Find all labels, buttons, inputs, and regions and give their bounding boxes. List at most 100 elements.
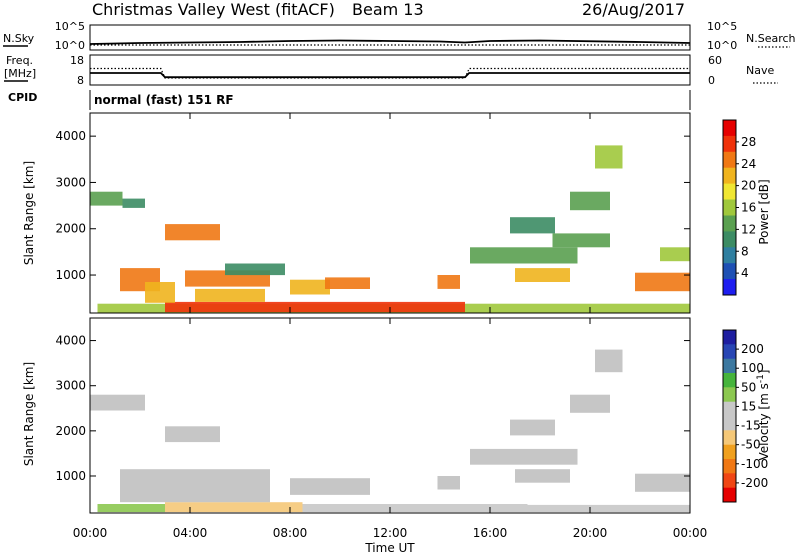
power-patch	[635, 272, 690, 292]
velocity-patch	[120, 469, 270, 503]
velocity-colorbar-tick-label: 50	[741, 380, 756, 394]
x-tick-label: 00:00	[73, 526, 108, 540]
x-tick-label: 04:00	[173, 526, 208, 540]
power-patch	[90, 191, 123, 206]
freq-panel-frame	[89, 54, 691, 86]
power-y-axis: 1000 2000 3000 4000	[55, 129, 690, 282]
power-patch	[515, 268, 570, 282]
velocity-colorbar-frame	[722, 329, 737, 503]
velocity-patch	[165, 426, 220, 443]
nsky-label: N.Sky	[3, 32, 35, 45]
noise-right-tick-top: 10^5	[707, 20, 737, 33]
x-tick-label: 00:00	[673, 526, 708, 540]
freq-line	[90, 72, 690, 79]
nave-line	[90, 67, 690, 79]
date-title: 26/Aug/2017	[582, 0, 685, 19]
nave-tick-top: 60	[708, 54, 722, 67]
velocity-colorbar-label: Velocity [m s-1]	[756, 370, 771, 461]
velocity-patch	[427, 504, 528, 513]
velocity-patch	[165, 502, 303, 513]
velocity-patch	[595, 349, 623, 373]
power-colorbar-tick-label: 16	[741, 201, 756, 215]
velocity-colorbar-swatch	[723, 487, 736, 503]
power-colorbar-swatch	[723, 183, 736, 200]
velocity-y-tick-label: 2000	[55, 424, 86, 438]
velocity-patch	[527, 504, 690, 513]
x-axis-label: Time UT	[364, 541, 415, 554]
power-patch	[145, 282, 175, 303]
velocity-colorbar-tick-label: -50	[741, 438, 761, 452]
power-patch	[195, 288, 265, 302]
power-colorbar-tick-label: 8	[741, 244, 749, 258]
velocity-colorbar-swatch	[723, 459, 736, 474]
freq-tick-bottom: 8	[77, 74, 84, 87]
power-colorbar: 28 24 20 16 12 8 4	[722, 119, 756, 296]
power-patch	[122, 198, 145, 208]
noise-panel-frame	[89, 24, 691, 51]
power-y-tick-label: 4000	[55, 129, 86, 143]
power-colorbar-swatch	[723, 263, 736, 280]
velocity-colorbar: 200 100 50 15 -15 -50 -100 -200	[722, 329, 768, 503]
freq-label-line1: Freq.	[6, 54, 33, 67]
velocity-patch	[515, 469, 570, 483]
noise-left-tick-bottom: 10^0	[55, 39, 85, 52]
velocity-patch	[90, 394, 145, 411]
beam-title: Beam 13	[352, 0, 424, 19]
x-tick-label: 08:00	[273, 526, 308, 540]
power-y-label: Slant Range [km]	[22, 161, 36, 265]
x-tick-label: 20:00	[573, 526, 608, 540]
velocity-y-label: Slant Range [km]	[22, 362, 36, 466]
noise-right-tick-bottom: 10^0	[707, 39, 737, 52]
nave-tick-bottom: 0	[708, 74, 715, 87]
power-colorbar-swatch	[723, 247, 736, 264]
velocity-colorbar-label-main: Velocity [m s	[757, 383, 771, 460]
power-patch	[225, 263, 285, 276]
power-colorbar-tick-label: 20	[741, 179, 756, 193]
nave-label: Nave	[746, 64, 774, 77]
velocity-patch	[437, 476, 460, 490]
velocity-patch	[635, 473, 690, 492]
velocity-y-tick-label: 4000	[55, 334, 86, 348]
power-colorbar-swatch	[723, 279, 736, 296]
velocity-colorbar-swatch	[723, 373, 736, 388]
power-colorbar-swatch	[723, 167, 736, 185]
velocity-y-tick-label: 3000	[55, 379, 86, 393]
power-patch	[325, 277, 370, 289]
power-panel-frame	[89, 112, 691, 314]
velocity-colorbar-swatch	[723, 387, 736, 403]
power-patch	[165, 224, 220, 241]
velocity-colorbar-tick-label: -15	[741, 419, 761, 433]
velocity-colorbar-tick-label: 15	[741, 399, 756, 413]
power-colorbar-tick-label: 4	[741, 266, 749, 280]
velocity-colorbar-tick-label: -100	[741, 457, 768, 471]
freq-lines	[90, 67, 690, 79]
velocity-colorbar-swatch	[723, 473, 736, 489]
power-patch	[290, 279, 330, 295]
cpid-value: normal (fast) 151 RF	[94, 93, 234, 107]
nsearch-label: N.Search	[746, 32, 796, 45]
velocity-patch	[290, 478, 370, 495]
power-patch	[552, 233, 610, 248]
velocity-colorbar-swatch	[723, 330, 736, 345]
power-y-tick-label: 1000	[55, 268, 86, 282]
velocity-patch	[302, 504, 428, 513]
power-colorbar-tick-label: 28	[741, 135, 756, 149]
velocity-colorbar-swatch	[723, 358, 736, 374]
freq-label-line2: [MHz]	[4, 67, 36, 80]
power-patch	[510, 217, 555, 234]
x-tick-label: 16:00	[473, 526, 508, 540]
power-patch	[595, 145, 623, 169]
nsky-line	[89, 39, 691, 45]
velocity-colorbar-swatch	[723, 344, 736, 360]
noise-lines	[89, 39, 691, 46]
velocity-patch	[97, 504, 165, 513]
power-colorbar-label: Power [dB]	[757, 179, 771, 244]
velocity-colorbar-swatch	[723, 444, 736, 460]
velocity-patch	[570, 394, 610, 413]
power-patch	[660, 247, 690, 262]
velocity-colorbar-tick-label: 100	[741, 361, 764, 375]
power-colorbar-swatch	[723, 151, 736, 169]
velocity-y-axis: 1000 2000 3000 4000	[55, 334, 690, 483]
power-colorbar-swatch	[723, 199, 736, 216]
